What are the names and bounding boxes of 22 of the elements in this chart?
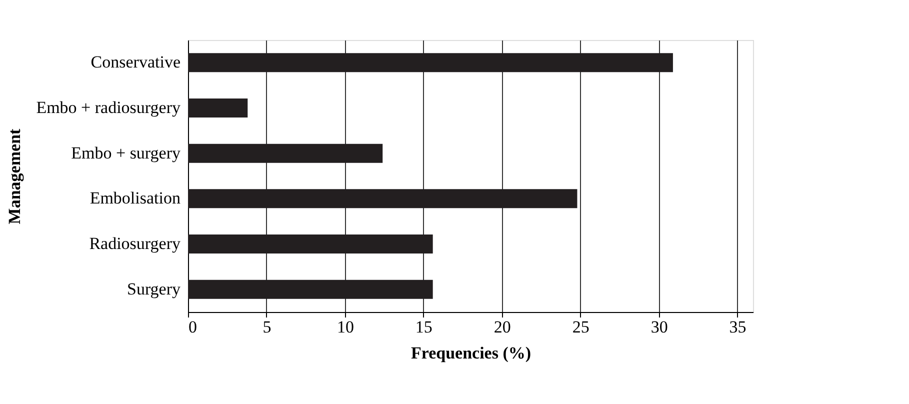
bar [188,189,578,208]
x-tick-label: 15 [415,318,432,336]
y-tick-label: Embo + radiosurgery [36,98,181,117]
bar [188,98,248,118]
y-tick-label: Conservative [90,52,180,72]
x-tick-label: 30 [650,318,668,336]
x-tick-label: 25 [572,318,590,336]
bar [188,144,383,163]
x-tick-label: 35 [729,318,746,336]
x-tick-label: 20 [494,318,511,336]
y-axis-title: Management [5,128,24,224]
x-tick-label: 10 [336,318,354,336]
bar [188,53,673,72]
x-tick-label: 5 [262,318,272,336]
x-axis-title: Frequencies (%) [410,344,532,362]
y-tick-label: Radiosurgery [89,234,181,253]
bar [188,280,433,299]
bar [188,234,433,254]
y-tick-label: Embolisation [90,188,181,208]
y-tick-label: Surgery [126,279,181,298]
x-tick-label: 0 [188,318,197,336]
y-tick-label: Embo + surgery [71,143,181,162]
